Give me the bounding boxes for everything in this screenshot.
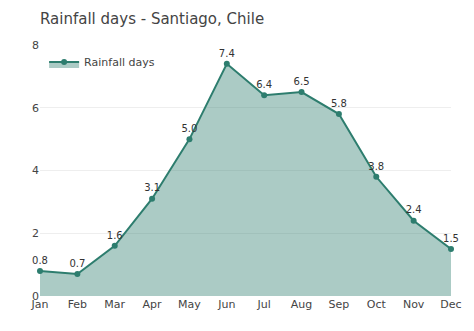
svg-text:1.5: 1.5 [443,233,459,244]
svg-text:Rainfall days - Santiago, Chil: Rainfall days - Santiago, Chile [40,10,264,28]
svg-text:Feb: Feb [68,298,87,311]
svg-text:Jun: Jun [217,298,235,311]
svg-text:0.7: 0.7 [69,258,85,269]
svg-text:Sep: Sep [329,298,350,311]
svg-text:3.8: 3.8 [368,161,384,172]
svg-text:7.4: 7.4 [219,48,235,59]
svg-text:3.1: 3.1 [144,182,160,193]
svg-text:Oct: Oct [367,298,387,311]
svg-text:1.6: 1.6 [107,230,123,241]
svg-text:Apr: Apr [143,298,163,311]
svg-text:8: 8 [32,39,39,52]
svg-text:2.4: 2.4 [406,204,422,215]
svg-text:0: 0 [32,290,39,303]
svg-text:Jan: Jan [31,298,49,311]
svg-text:2: 2 [32,227,39,240]
svg-text:May: May [178,298,201,311]
svg-text:Dec: Dec [440,298,461,311]
svg-text:0.8: 0.8 [32,255,48,266]
svg-text:Mar: Mar [104,298,125,311]
svg-text:6.5: 6.5 [294,76,310,87]
svg-text:6: 6 [32,102,39,115]
svg-text:Nov: Nov [403,298,425,311]
svg-text:Jul: Jul [257,298,271,311]
svg-text:5.8: 5.8 [331,98,347,109]
svg-text:Aug: Aug [291,298,312,311]
svg-text:Rainfall days: Rainfall days [84,56,155,69]
svg-text:4: 4 [32,164,39,177]
svg-text:5.0: 5.0 [181,123,197,134]
svg-text:6.4: 6.4 [256,79,272,90]
